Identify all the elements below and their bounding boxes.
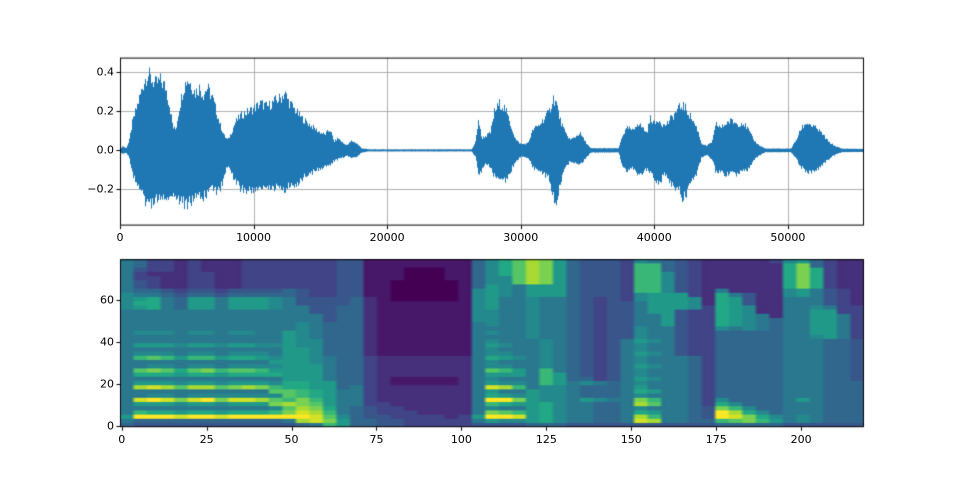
waveform-x-tick-label: 10000 bbox=[236, 231, 272, 245]
spectrogram-x-tick-label: 150 bbox=[620, 432, 642, 446]
waveform-y-tick-label: −0.2 bbox=[87, 182, 114, 196]
spectrogram-y-tick-label: 60 bbox=[100, 293, 114, 307]
spectrogram-x-tick-label: 125 bbox=[535, 432, 557, 446]
waveform-x-tick-label: 0 bbox=[116, 231, 124, 245]
spectrogram-x-tick-label: 0 bbox=[118, 432, 126, 446]
waveform-x-tick-label: 40000 bbox=[636, 231, 672, 245]
spectrogram-y-tick-label: 40 bbox=[100, 335, 114, 349]
spectrogram-y-tick-label: 0 bbox=[107, 419, 114, 433]
spectrogram-x-tick-label: 75 bbox=[369, 432, 384, 446]
spectrogram-x-tick-label: 200 bbox=[790, 432, 812, 446]
waveform-y-tick-label: 0.0 bbox=[96, 143, 115, 157]
waveform-y-tick-label: 0.4 bbox=[96, 65, 115, 79]
spectrogram-x-tick-label: 25 bbox=[199, 432, 214, 446]
waveform-x-tick-label: 50000 bbox=[770, 231, 806, 245]
waveform-x-tick-label: 30000 bbox=[503, 231, 539, 245]
spectrogram-x-tick-label: 175 bbox=[705, 432, 727, 446]
spectrogram-x-tick-label: 100 bbox=[450, 432, 472, 446]
spectrogram-x-tick-label: 50 bbox=[284, 432, 299, 446]
waveform-x-tick-label: 20000 bbox=[369, 231, 405, 245]
waveform-y-tick-label: 0.2 bbox=[96, 104, 115, 118]
spectrogram-y-tick-label: 20 bbox=[100, 377, 114, 391]
